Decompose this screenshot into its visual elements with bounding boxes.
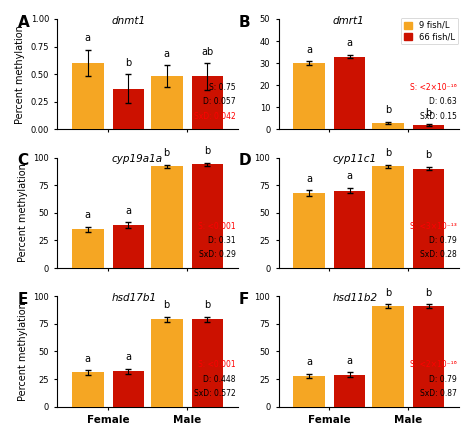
Bar	[334, 57, 365, 129]
Bar	[334, 374, 365, 407]
Legend: 9 fish/L, 66 fish/L: 9 fish/L, 66 fish/L	[401, 18, 458, 44]
Text: b: b	[385, 148, 391, 158]
Text: D: 0.79: D: 0.79	[429, 236, 457, 245]
Text: a: a	[306, 173, 312, 183]
Text: SxD: 0.572: SxD: 0.572	[194, 389, 236, 398]
Bar	[334, 191, 365, 268]
Text: SxD: 0.15: SxD: 0.15	[420, 112, 457, 121]
Text: D: D	[239, 153, 252, 168]
Bar	[191, 319, 223, 407]
Bar	[72, 63, 104, 129]
Text: S: <3×10⁻¹³: S: <3×10⁻¹³	[410, 222, 457, 231]
Text: dmrt1: dmrt1	[333, 16, 365, 26]
Text: cyp11c1: cyp11c1	[333, 154, 377, 164]
Text: D: 0.057: D: 0.057	[203, 97, 236, 106]
Text: a: a	[346, 171, 353, 181]
Text: F: F	[239, 292, 249, 307]
Text: a: a	[126, 205, 131, 216]
Bar	[72, 229, 104, 268]
Text: D: 0.448: D: 0.448	[203, 374, 236, 384]
Text: a: a	[85, 33, 91, 43]
Bar	[151, 166, 182, 268]
Text: hsd17b1: hsd17b1	[111, 293, 156, 303]
Y-axis label: Percent methylation: Percent methylation	[15, 25, 25, 124]
Text: S: <0.001: S: <0.001	[198, 360, 236, 369]
Text: D: 0.63: D: 0.63	[429, 97, 457, 106]
Text: SxD: 0.28: SxD: 0.28	[420, 250, 457, 260]
Text: b: b	[426, 150, 432, 160]
Text: B: B	[239, 15, 251, 29]
Bar	[151, 319, 182, 407]
Text: b: b	[164, 300, 170, 310]
Bar	[293, 193, 325, 268]
Y-axis label: Percent methylation: Percent methylation	[18, 302, 28, 401]
Bar	[151, 77, 182, 129]
Text: b: b	[426, 288, 432, 298]
Text: a: a	[346, 356, 353, 366]
Text: S: 0.75: S: 0.75	[210, 83, 236, 92]
Text: a: a	[85, 210, 91, 220]
Text: b: b	[164, 148, 170, 158]
Text: S: <2×10⁻¹⁶: S: <2×10⁻¹⁶	[410, 83, 457, 92]
Bar	[413, 125, 444, 129]
Text: b: b	[204, 146, 210, 156]
Bar	[372, 306, 404, 407]
Text: a: a	[346, 38, 353, 48]
Text: ab: ab	[201, 47, 213, 57]
Bar	[113, 88, 144, 129]
Bar	[372, 123, 404, 129]
Text: a: a	[164, 49, 170, 59]
Bar	[113, 225, 144, 268]
Text: cyp19a1a: cyp19a1a	[111, 154, 163, 164]
Bar	[191, 164, 223, 268]
Bar	[113, 371, 144, 407]
Bar	[293, 63, 325, 129]
Bar	[293, 376, 325, 407]
Text: b: b	[426, 107, 432, 117]
Text: hsd11b2: hsd11b2	[333, 293, 378, 303]
Text: b: b	[204, 300, 210, 310]
Text: a: a	[306, 45, 312, 55]
Bar	[413, 306, 444, 407]
Text: SxD: 0.29: SxD: 0.29	[199, 250, 236, 260]
Text: D: 0.79: D: 0.79	[429, 374, 457, 384]
Text: SxD: 0.87: SxD: 0.87	[420, 389, 457, 398]
Bar	[372, 166, 404, 268]
Text: a: a	[306, 357, 312, 367]
Text: C: C	[18, 153, 29, 168]
Text: S: <0.001: S: <0.001	[198, 222, 236, 231]
Text: A: A	[18, 15, 29, 29]
Text: dnmt1: dnmt1	[111, 16, 146, 26]
Bar	[413, 169, 444, 268]
Text: SxD: 0.042: SxD: 0.042	[194, 112, 236, 121]
Text: S: <2×10⁻¹⁶: S: <2×10⁻¹⁶	[410, 360, 457, 369]
Text: b: b	[385, 105, 391, 115]
Bar	[72, 372, 104, 407]
Text: b: b	[385, 288, 391, 298]
Text: E: E	[18, 292, 28, 307]
Text: a: a	[126, 352, 131, 363]
Text: D: 0.31: D: 0.31	[208, 236, 236, 245]
Text: a: a	[85, 354, 91, 363]
Y-axis label: Percent methylation: Percent methylation	[18, 163, 28, 262]
Text: b: b	[125, 58, 131, 68]
Bar	[191, 77, 223, 129]
